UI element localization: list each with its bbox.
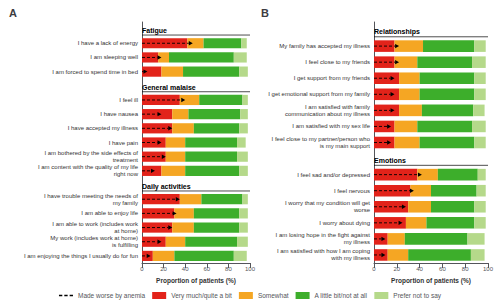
svg-text:I worry that my condition will: I worry that my condition will get: [285, 200, 370, 206]
svg-text:20: 20: [393, 266, 400, 272]
svg-text:Relationships: Relationships: [374, 28, 420, 36]
svg-text:40: 40: [182, 266, 189, 272]
svg-text:is my main support: is my main support: [320, 143, 371, 149]
svg-text:I feel ill: I feel ill: [119, 97, 138, 103]
svg-text:0: 0: [372, 266, 376, 272]
svg-text:I worry about dying: I worry about dying: [319, 220, 370, 226]
svg-text:A little bit/not at all: A little bit/not at all: [315, 292, 368, 299]
svg-text:I am enjoying the things I usu: I am enjoying the things I usually do fo…: [24, 253, 138, 259]
svg-text:I am sleeping well: I am sleeping well: [90, 54, 138, 60]
svg-text:20: 20: [160, 266, 167, 272]
svg-text:I have nausea: I have nausea: [100, 111, 138, 117]
svg-text:I am able to work (includes wo: I am able to work (includes work: [52, 221, 139, 227]
svg-text:80: 80: [225, 266, 232, 272]
svg-text:right now: right now: [114, 171, 139, 177]
svg-text:I am satisfied with how I am c: I am satisfied with how I am coping: [277, 248, 370, 254]
svg-text:Somewhat: Somewhat: [258, 292, 289, 299]
svg-text:80: 80: [462, 266, 469, 272]
svg-text:I am bothered by the side effe: I am bothered by the side effects of: [44, 150, 138, 156]
svg-text:General malaise: General malaise: [142, 84, 196, 91]
svg-text:40: 40: [416, 266, 423, 272]
svg-text:Emotions: Emotions: [374, 157, 406, 164]
svg-text:I am able to enjoy life: I am able to enjoy life: [81, 210, 138, 216]
svg-text:I am satisfied with family: I am satisfied with family: [305, 104, 370, 110]
svg-text:worse: worse: [353, 207, 371, 213]
svg-text:Proportion of patients (%): Proportion of patients (%): [391, 277, 471, 285]
svg-text:I have pain: I have pain: [109, 140, 138, 146]
svg-text:Proportion of patients (%): Proportion of patients (%): [156, 277, 236, 285]
svg-text:I get emotional support from m: I get emotional support from my family: [268, 91, 370, 97]
svg-text:I have a lack of energy: I have a lack of energy: [78, 40, 138, 46]
svg-text:I am satisfied with my sex lif: I am satisfied with my sex life: [292, 123, 370, 129]
svg-text:100: 100: [245, 266, 256, 272]
svg-text:Fatigue: Fatigue: [142, 27, 167, 35]
svg-text:I feel nervous: I feel nervous: [334, 188, 370, 194]
svg-text:is fulfilling: is fulfilling: [112, 242, 138, 248]
svg-text:at home): at home): [114, 228, 138, 234]
svg-text:Made worse by anemia: Made worse by anemia: [78, 292, 146, 300]
svg-text:I have accepted my illness: I have accepted my illness: [68, 125, 138, 131]
svg-text:I feel close to my friends: I feel close to my friends: [305, 59, 370, 65]
svg-text:My work (includes work at home: My work (includes work at home): [50, 235, 138, 241]
svg-text:B: B: [261, 7, 269, 19]
svg-text:I am content with the quality: I am content with the quality of my life: [38, 164, 139, 170]
svg-text:Prefer not to say: Prefer not to say: [393, 292, 441, 300]
svg-text:my family: my family: [113, 200, 138, 206]
svg-text:treatment: treatment: [113, 157, 139, 163]
svg-text:I have trouble meeting the nee: I have trouble meeting the needs of: [44, 193, 138, 199]
svg-text:My family has accepted my illn: My family has accepted my illness: [279, 43, 370, 49]
svg-text:Very much/quite a bit: Very much/quite a bit: [171, 292, 232, 300]
svg-text:I am losing hope in the fight: I am losing hope in the fight against: [276, 232, 371, 238]
svg-text:communication about my illness: communication about my illness: [285, 111, 370, 117]
svg-text:100: 100: [483, 266, 494, 272]
svg-text:0: 0: [140, 266, 144, 272]
svg-text:I get support from my friends: I get support from my friends: [294, 75, 370, 81]
svg-text:60: 60: [439, 266, 446, 272]
svg-text:with my illness: with my illness: [330, 255, 370, 261]
svg-text:A: A: [9, 7, 17, 19]
svg-text:my illness: my illness: [344, 239, 370, 245]
svg-text:I feel close to my partner/per: I feel close to my partner/person who: [272, 136, 371, 142]
svg-text:60: 60: [203, 266, 210, 272]
svg-text:I am forced to spend time in b: I am forced to spend time in bed: [52, 69, 138, 75]
svg-text:I feel sad and/or depressed: I feel sad and/or depressed: [297, 172, 370, 178]
svg-text:Daily activities: Daily activities: [142, 183, 191, 191]
